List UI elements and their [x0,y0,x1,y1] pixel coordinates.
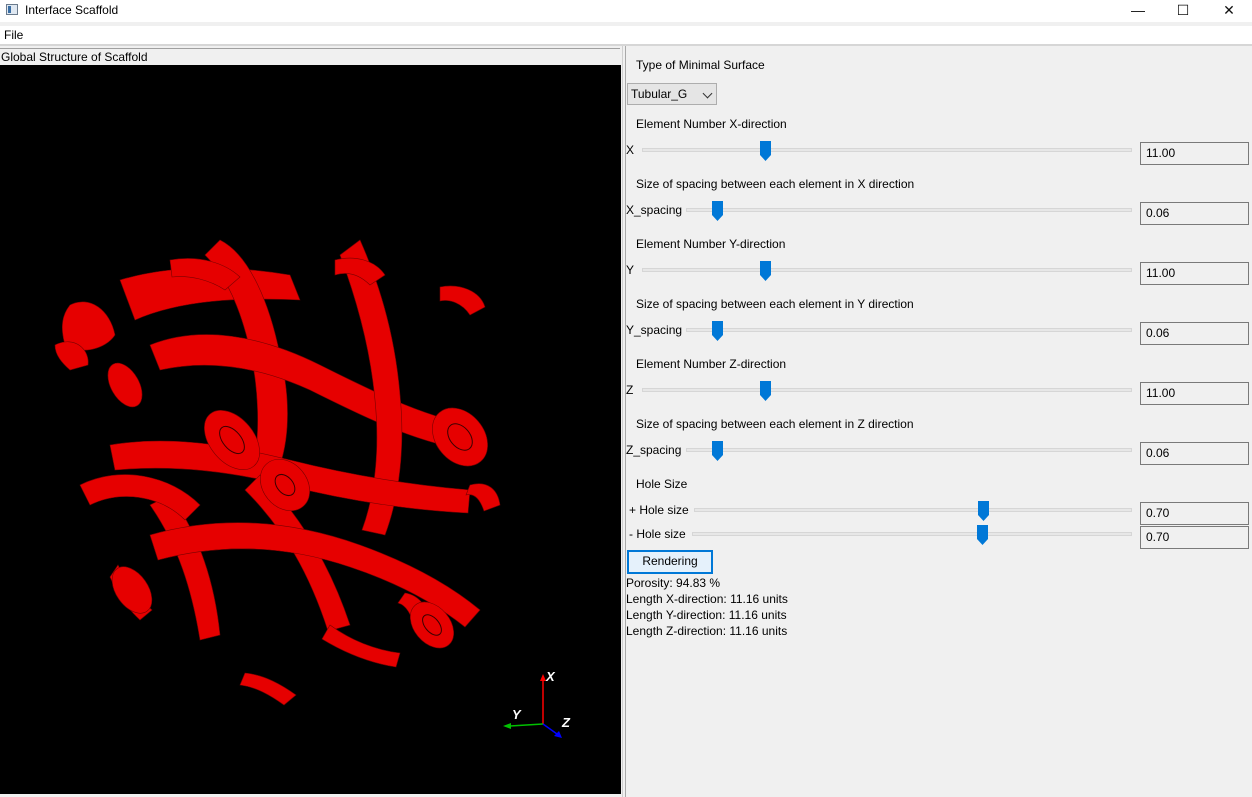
chevron-down-icon [702,88,713,99]
length-x-text: Length X-direction: 11.16 units [626,592,788,606]
menu-file[interactable]: File [4,28,24,42]
minus-hole-size-label: - Hole size [629,527,686,541]
axis-y-label: Y [512,707,521,722]
slider-track[interactable] [642,268,1132,272]
z-spacing-field[interactable]: 0.06 [1140,442,1249,465]
slider-handle[interactable] [712,321,724,341]
porosity-text: Porosity: 94.83 % [626,576,721,590]
plus-hole-size-field[interactable]: 0.70 [1140,502,1249,525]
controls-panel: Type of Minimal Surface Tubular_G Elemen… [626,46,1252,797]
y-count-label: Y [626,263,635,277]
slider-track[interactable] [642,388,1132,392]
panel-splitter[interactable] [622,46,626,797]
surface-type-value: Tubular_G [631,87,688,101]
menu-bar: File [0,26,1252,44]
viewport-title: Global Structure of Scaffold [0,48,620,65]
x-count-field[interactable]: 11.00 [1140,142,1249,165]
y-count-field[interactable]: 11.00 [1140,262,1249,285]
render-viewport[interactable]: X Y Z [0,65,621,794]
z-count-section-label: Element Number Z-direction [636,357,787,371]
surface-type-label: Type of Minimal Surface [636,58,765,72]
axes-widget [503,674,562,738]
slider-handle[interactable] [712,201,724,221]
length-y-text: Length Y-direction: 11.16 units [626,608,787,622]
plus-hole-size-label: + Hole size [629,503,689,517]
slider-track[interactable] [642,148,1132,152]
x-count-label: X [626,143,635,157]
x-spacing-field[interactable]: 0.06 [1140,202,1249,225]
slider-track[interactable] [694,508,1132,512]
slider-handle[interactable] [978,501,990,521]
surface-type-dropdown[interactable]: Tubular_G [627,83,717,105]
slider-handle[interactable] [759,381,771,401]
viewport-panel: Global Structure of Scaffold [0,46,622,797]
minimize-button[interactable]: — [1131,2,1145,18]
z-count-label: Z [626,383,634,397]
y-spacing-label: Y_spacing [626,323,683,337]
minus-hole-size-field[interactable]: 0.70 [1140,526,1249,549]
y-spacing-field[interactable]: 0.06 [1140,322,1249,345]
slider-track[interactable] [686,328,1132,332]
hole-size-section-label: Hole Size [636,477,688,491]
app-window-icon [6,4,18,15]
slider-track[interactable] [692,532,1132,536]
z-spacing-label: Z_spacing [626,443,682,457]
rendering-button[interactable]: Rendering [627,550,713,574]
title-bar: Interface Scaffold — ☐ ✕ [0,0,1252,22]
menu-divider [0,44,1252,46]
slider-handle[interactable] [759,141,771,161]
z-spacing-section-label: Size of spacing between each element in … [636,417,914,431]
y-spacing-section-label: Size of spacing between each element in … [636,297,914,311]
slider-handle[interactable] [759,261,771,281]
slider-handle[interactable] [977,525,989,545]
scaffold-render [54,239,562,738]
z-count-field[interactable]: 11.00 [1140,382,1249,405]
x-count-section-label: Element Number X-direction [636,117,787,131]
slider-track[interactable] [686,448,1132,452]
x-spacing-section-label: Size of spacing between each element in … [636,177,915,191]
maximize-button[interactable]: ☐ [1176,2,1190,18]
length-z-text: Length Z-direction: 11.16 units [626,624,788,638]
axis-z-label: Z [562,715,570,730]
slider-handle[interactable] [712,441,724,461]
slider-track[interactable] [686,208,1132,212]
axis-x-label: X [546,669,555,684]
x-spacing-label: X_spacing [626,203,683,217]
close-button[interactable]: ✕ [1223,2,1235,18]
y-count-section-label: Element Number Y-direction [636,237,786,251]
window-title: Interface Scaffold [25,3,119,17]
